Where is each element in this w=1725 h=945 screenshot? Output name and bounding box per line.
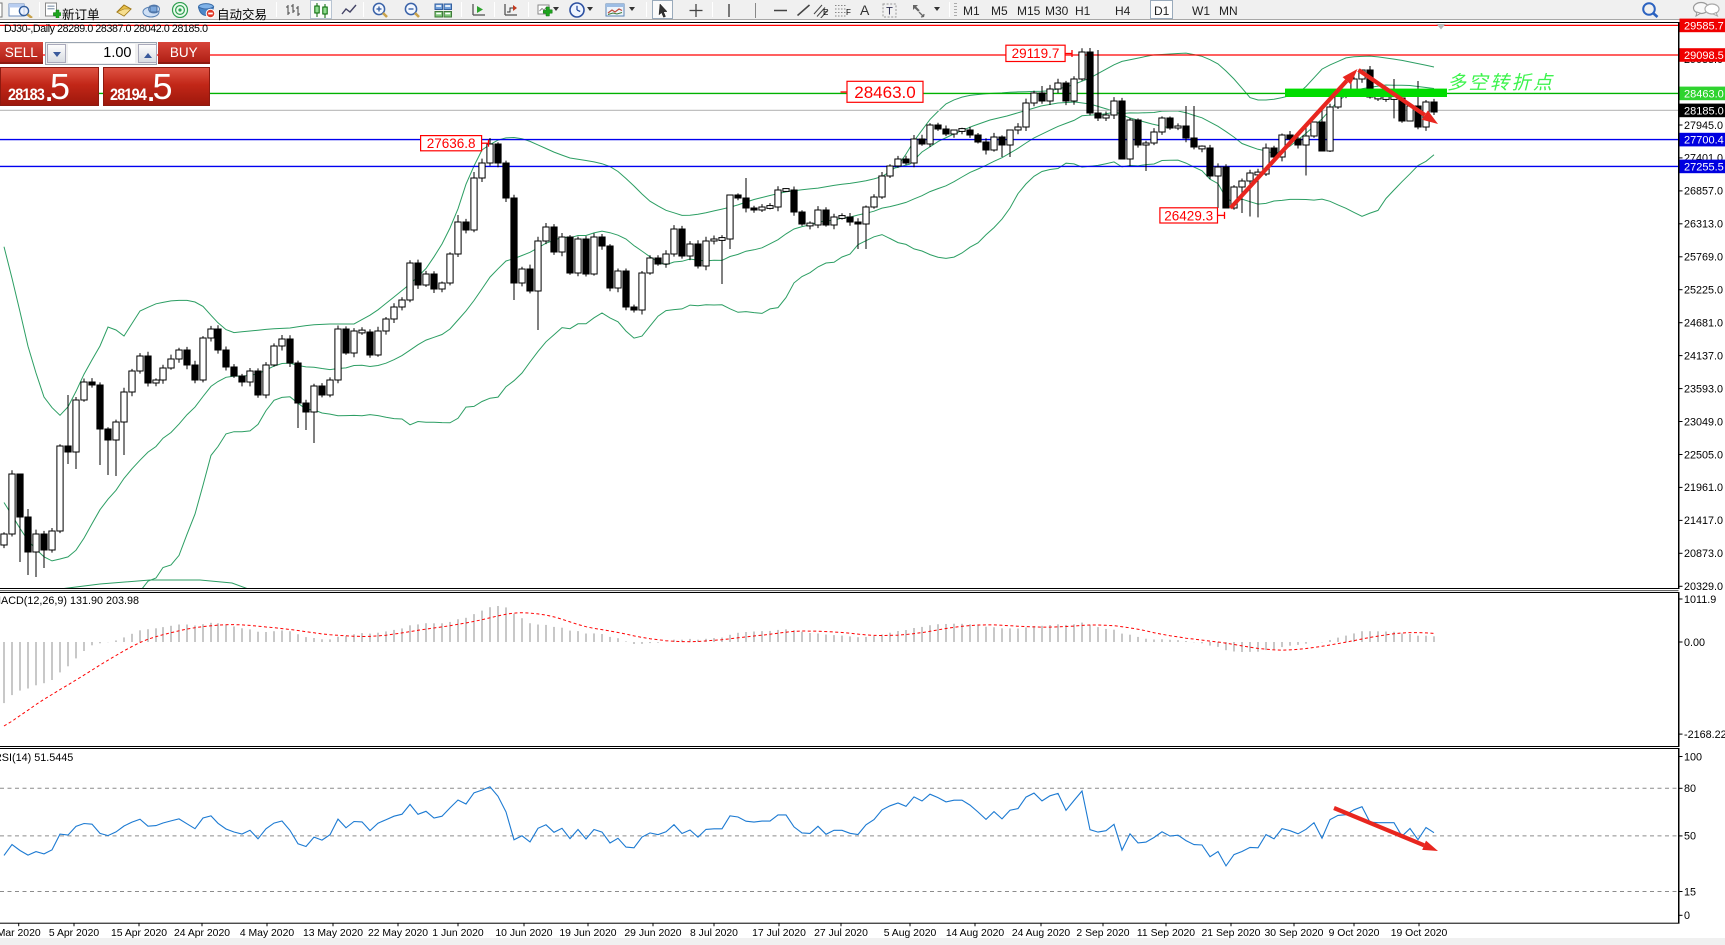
svg-text:28185.0: 28185.0 [1684,105,1724,117]
svg-text:26857.0: 26857.0 [1684,186,1723,198]
svg-text:22 May 2020: 22 May 2020 [368,928,428,939]
svg-text:-2168.22: -2168.22 [1684,729,1725,741]
svg-text:19 Jun 2020: 19 Jun 2020 [559,928,616,939]
svg-text:14 Aug 2020: 14 Aug 2020 [946,928,1005,939]
svg-text:50: 50 [1684,831,1696,843]
svg-text:5 Aug 2020: 5 Aug 2020 [884,928,937,939]
svg-text:25769.0: 25769.0 [1684,252,1723,264]
svg-text:21417.0: 21417.0 [1684,515,1723,527]
svg-text:22505.0: 22505.0 [1684,449,1723,461]
svg-text:RSI(14) 51.5445: RSI(14) 51.5445 [0,752,73,764]
svg-text:MACD(12,26,9) 131.90 203.98: MACD(12,26,9) 131.90 203.98 [0,595,139,607]
svg-text:0: 0 [1684,910,1690,922]
svg-text:11 Sep 2020: 11 Sep 2020 [1137,928,1195,939]
svg-text:26429.3: 26429.3 [1164,208,1213,223]
svg-text:27945.0: 27945.0 [1684,120,1723,132]
svg-text:9 Oct 2020: 9 Oct 2020 [1329,928,1380,939]
svg-text:13 May 2020: 13 May 2020 [303,928,363,939]
svg-text:21 Sep 2020: 21 Sep 2020 [1202,928,1261,939]
svg-text:5 Apr 2020: 5 Apr 2020 [49,928,99,939]
svg-text:26313.0: 26313.0 [1684,219,1723,231]
svg-text:10 Jun 2020: 10 Jun 2020 [495,928,552,939]
svg-text:23593.0: 23593.0 [1684,383,1723,395]
svg-text:28463.0: 28463.0 [854,83,915,102]
svg-text:30 Sep 2020: 30 Sep 2020 [1265,928,1324,939]
svg-text:8 Jul 2020: 8 Jul 2020 [690,928,738,939]
svg-text:29 Jun 2020: 29 Jun 2020 [624,928,681,939]
svg-text:29098.5: 29098.5 [1684,50,1724,62]
svg-text:多空转折点: 多空转折点 [1447,72,1555,94]
svg-text:29585.7: 29585.7 [1684,20,1724,32]
svg-text:15: 15 [1684,886,1696,898]
svg-text:24137.0: 24137.0 [1684,350,1723,362]
svg-text:27 Jul 2020: 27 Jul 2020 [814,928,868,939]
svg-text:20329.0: 20329.0 [1684,581,1723,593]
svg-text:2 Sep 2020: 2 Sep 2020 [1076,928,1129,939]
svg-text:15 Apr 2020: 15 Apr 2020 [111,928,167,939]
svg-text:27255.5: 27255.5 [1684,161,1724,173]
svg-text:24681.0: 24681.0 [1684,318,1723,330]
svg-text:100: 100 [1684,751,1702,763]
svg-text:1011.9: 1011.9 [1684,594,1716,606]
svg-text:20873.0: 20873.0 [1684,548,1723,560]
svg-text:19 Oct 2020: 19 Oct 2020 [1391,928,1448,939]
svg-text:27636.8: 27636.8 [427,136,476,151]
svg-text:17 Jul 2020: 17 Jul 2020 [752,928,806,939]
svg-text:1 Jun 2020: 1 Jun 2020 [432,928,484,939]
svg-text:0.00: 0.00 [1684,637,1705,649]
svg-text:25225.0: 25225.0 [1684,285,1723,297]
svg-text:DJ30-,Daily 28289.0 28387.0 2: DJ30-,Daily 28289.0 28387.0 28042.0 2818… [4,23,208,35]
svg-text:29119.7: 29119.7 [1012,46,1060,61]
svg-text:80: 80 [1684,783,1696,795]
svg-text:21961.0: 21961.0 [1684,482,1723,494]
svg-text:27700.4: 27700.4 [1684,135,1724,147]
svg-text:T: T [886,6,893,18]
svg-text:4 May 2020: 4 May 2020 [240,928,295,939]
svg-text:23049.0: 23049.0 [1684,416,1723,428]
svg-text:28463.0: 28463.0 [1684,88,1724,100]
svg-text:24 Aug 2020: 24 Aug 2020 [1012,928,1071,939]
svg-text:24 Apr 2020: 24 Apr 2020 [174,928,230,939]
svg-text:Mar 2020: Mar 2020 [0,928,41,939]
